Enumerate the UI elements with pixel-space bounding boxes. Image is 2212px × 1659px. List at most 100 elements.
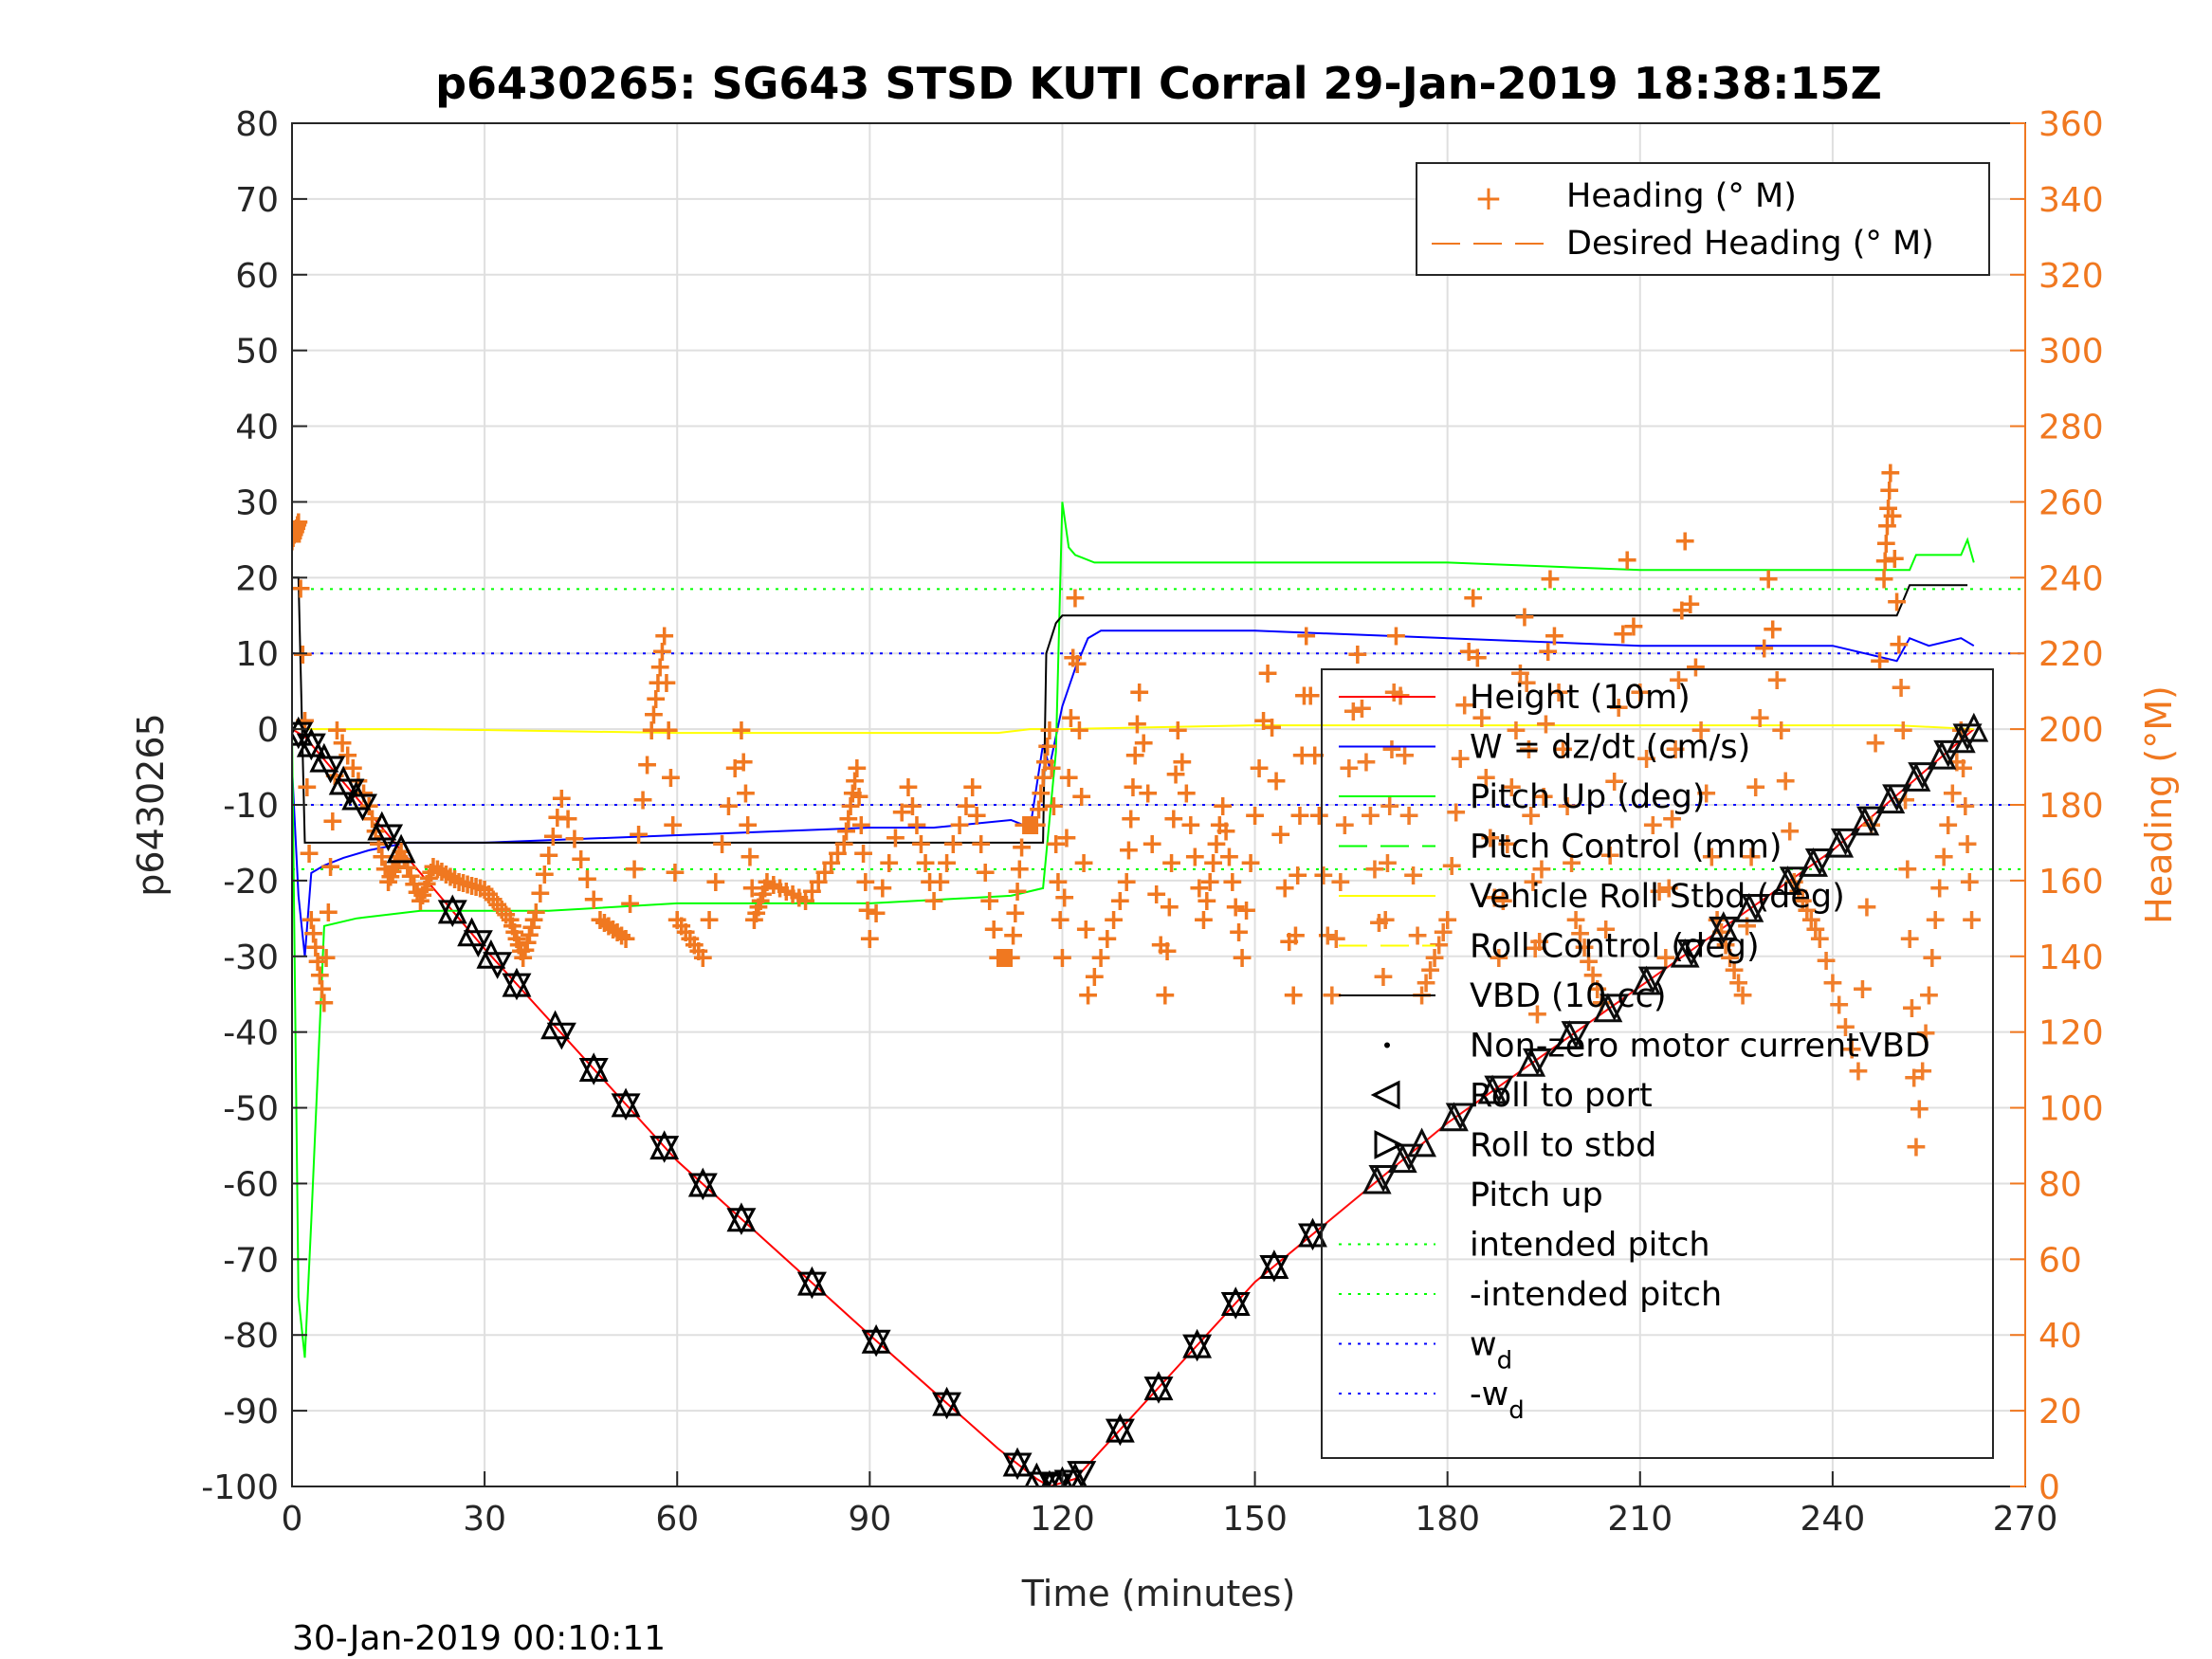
heading-point: + [605, 916, 629, 949]
y-tick-label-left: 0 [257, 711, 279, 750]
heading-point: + [1333, 809, 1357, 842]
markers [292, 712, 1989, 1486]
pitch-marker [1830, 828, 1860, 856]
y-tick-label-left: -10 [223, 787, 279, 826]
heading-point: + [1432, 916, 1455, 949]
heading-point: + [744, 897, 768, 930]
heading-point: + [787, 882, 811, 915]
heading-point: + [1010, 830, 1033, 864]
heading-point: + [473, 873, 497, 906]
heading-point: + [569, 843, 593, 876]
heading-point: + [503, 916, 526, 949]
heading-point: + [1868, 645, 1892, 678]
heading-point: + [794, 884, 817, 918]
heading-point: + [1117, 834, 1141, 867]
heading-point: + [1282, 979, 1306, 1012]
heading-point: + [1046, 866, 1069, 899]
heading-point: + [1883, 542, 1907, 575]
heading-point: + [1444, 796, 1468, 830]
pitch-marker [649, 1136, 680, 1163]
heading-point: + [1700, 840, 1724, 873]
heading-point: + [1470, 702, 1493, 735]
heading-point: + [1808, 922, 1832, 956]
heading-point: + [1440, 849, 1464, 883]
heading-point: + [826, 837, 850, 870]
heading-point: + [948, 809, 972, 842]
heading-point: + [1840, 1032, 1864, 1066]
legend-item-4-label: Vehicle Roll Stbd (deg) [1470, 878, 1845, 916]
y-tick-label-right: 180 [2038, 787, 2104, 826]
heading-point: + [1527, 925, 1551, 958]
heading-point: + [659, 761, 683, 794]
heading-point: + [1568, 917, 1592, 950]
y-tick-label-left: -30 [223, 939, 279, 977]
heading-point: + [1149, 928, 1173, 961]
heading-point: + [749, 884, 773, 918]
heading-point: + [1393, 739, 1417, 773]
x-tick-label: 120 [1030, 1500, 1095, 1539]
heading-point: + [646, 666, 669, 700]
y-tick-label-left: 80 [235, 105, 279, 144]
heading-point: + [1294, 619, 1318, 652]
heading-point: + [666, 903, 689, 937]
heading-point: + [1740, 840, 1764, 873]
heading-point: + [1932, 840, 1956, 873]
heading-point: + [1288, 799, 1311, 832]
heading-point: + [838, 790, 862, 823]
heading-point: + [1834, 1011, 1857, 1044]
heading-point: + [1029, 777, 1052, 811]
heading-point: + [490, 893, 514, 926]
y-tick-label-right: 200 [2038, 711, 2104, 750]
heading-point: + [1384, 619, 1408, 652]
heading-point: + [1795, 894, 1819, 927]
y-tick-label-left: 60 [235, 257, 279, 296]
series-line-height-10m [292, 728, 1975, 1486]
legend-item-14-subscript: d [1508, 1396, 1525, 1425]
heading-point: + [890, 796, 914, 830]
heading-point: + [1628, 676, 1652, 709]
heading-point: + [374, 853, 397, 886]
heading-point: + [1663, 733, 1687, 766]
heading-point: + [928, 866, 952, 899]
heading-point: + [504, 922, 528, 956]
heading-point: + [1660, 802, 1684, 835]
pitch-marker [1182, 1334, 1213, 1362]
heading-point: + [1855, 891, 1878, 924]
heading-point: + [300, 903, 323, 937]
heading-point: + [1803, 913, 1827, 946]
heading-point: + [870, 872, 894, 905]
heading-point: + [1885, 585, 1909, 618]
heading-point: + [851, 837, 875, 870]
heading-point: + [291, 638, 315, 671]
legend-item-1-label: W = dz/dt (cm/s) [1470, 729, 1750, 767]
heading-point: + [954, 790, 978, 823]
heading-point: + [524, 896, 548, 929]
x-axis-label: Time (minutes) [1021, 1573, 1296, 1614]
heading-point: + [1641, 809, 1665, 842]
heading-point: + [310, 973, 334, 1006]
heading-point: + [319, 850, 342, 884]
heading-point: + [768, 872, 792, 905]
heading-point: + [918, 866, 941, 899]
heading-point: + [325, 714, 349, 747]
heading-point: + [468, 872, 492, 905]
x-tick-label: 0 [282, 1500, 303, 1539]
heading-point: + [1752, 632, 1776, 665]
legend-item-5-label: Roll Control (deg) [1470, 928, 1760, 966]
x-tick-label: 30 [463, 1500, 506, 1539]
pitch-marker [1882, 784, 1912, 811]
heading-point: + [623, 853, 647, 886]
heading-point: + [336, 739, 359, 773]
y-tick-label-right: 320 [2038, 257, 2104, 296]
heading-point: + [834, 815, 858, 848]
legend-item-7-dot [1384, 1042, 1390, 1048]
x-tick-label: 90 [848, 1500, 891, 1539]
heading-point: + [1800, 903, 1823, 937]
pitch-marker [578, 1058, 609, 1085]
heading-point: + [1900, 992, 1924, 1025]
y-tick-label-right: 340 [2038, 181, 2104, 220]
heading-point: + [1127, 676, 1151, 709]
heading-point: + [1382, 676, 1406, 709]
heading-point: + [315, 941, 338, 975]
heading-point: + [1260, 711, 1284, 744]
